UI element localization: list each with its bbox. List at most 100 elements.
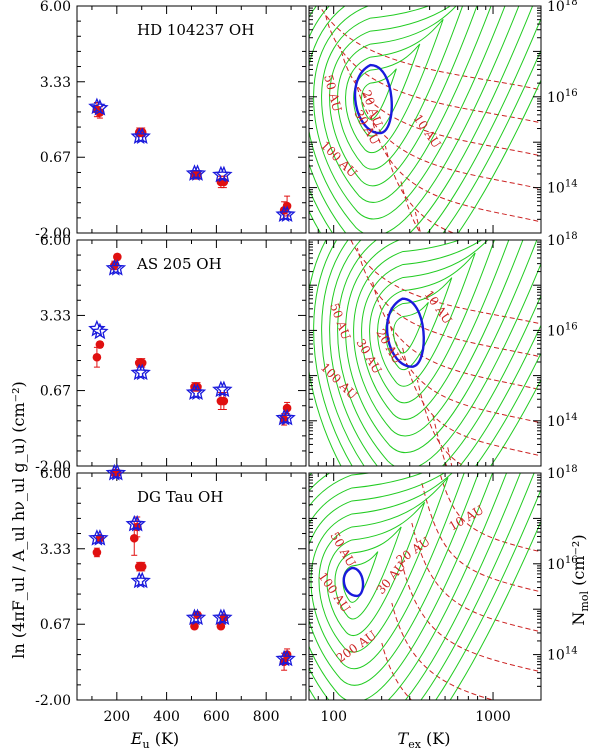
y-tick-label: 1014 — [547, 179, 578, 197]
chi-square-contour — [361, 68, 397, 120]
chi-square-contour — [321, 6, 492, 203]
model-point — [133, 571, 151, 589]
model-point — [128, 514, 147, 532]
contour-plot-area — [309, 473, 541, 700]
y-tick-base: 10 — [547, 0, 565, 15]
y-tick-label: 1018 — [547, 231, 578, 249]
left-x-axis-subscript: u — [143, 738, 150, 751]
right-y-axis-symbol: N — [569, 612, 588, 626]
model-point — [91, 529, 109, 546]
emitting-area-curve — [391, 602, 495, 700]
emitting-area-curve — [339, 46, 541, 157]
emitting-area-curve — [386, 313, 541, 424]
y-tick-label: -2.00 — [35, 226, 71, 242]
chi-square-contour — [309, 473, 479, 686]
panel-title: AS 205 OH — [136, 255, 222, 273]
chi-square-contour — [313, 6, 506, 220]
chi-square-contour — [309, 6, 534, 233]
contour-panel-frame — [308, 472, 542, 701]
y-tick-label: 6.00 — [40, 0, 71, 15]
emitting-area-curve — [384, 145, 456, 233]
model-point — [278, 205, 296, 222]
model-point — [278, 649, 296, 667]
y-tick-base: 10 — [547, 323, 565, 339]
left-panels: 6.00 3.33 0.67 -2.00 HD 104237 OH 6.00 3.33 0.6… — [35, 0, 307, 725]
y-tick-label: 0.67 — [40, 150, 71, 166]
model-point — [215, 608, 233, 626]
y-tick-base: 10 — [547, 414, 565, 430]
scatter-panel-frame — [76, 472, 307, 701]
contour-plot-area — [309, 6, 541, 233]
chi-square-contour — [449, 520, 541, 700]
emitting-area-curve — [371, 280, 541, 391]
panel-title: HD 104237 OH — [137, 21, 254, 39]
right-y-axis-subscript: mol — [578, 591, 591, 612]
observed-point — [95, 340, 105, 349]
chi-square-contour — [313, 240, 541, 466]
observed-point — [92, 548, 102, 557]
left-x-axis-symbol: E — [130, 729, 143, 748]
chi-square-contour — [309, 473, 521, 700]
y-tick-base: 10 — [547, 181, 565, 197]
chi-square-contour — [309, 473, 494, 700]
chi-square-contour — [345, 18, 444, 154]
x-tick-label: 400 — [153, 709, 180, 725]
chi-square-contour — [309, 48, 541, 233]
chi-square-contour — [361, 240, 510, 420]
y-tick-base: 10 — [547, 648, 565, 664]
y-tick-label: 1014 — [547, 412, 578, 430]
observed-point — [113, 252, 122, 262]
y-tick-label: 6.00 — [40, 233, 71, 249]
best-fit-contour — [342, 566, 365, 598]
emitting-area-curve — [399, 178, 422, 233]
chi-square-contour — [309, 6, 541, 233]
observed-point — [92, 352, 102, 362]
chi-square-contour — [318, 477, 449, 653]
y-tick-label: 0.67 — [40, 384, 71, 400]
x-tick-label: 800 — [253, 709, 280, 725]
model-point — [188, 608, 207, 626]
y-tick-label: 6.00 — [40, 466, 71, 482]
observed-point — [282, 403, 292, 413]
model-point — [133, 127, 151, 144]
right-y-axis-unit: (cm⁻²) — [569, 534, 588, 591]
emitting-area-curve — [319, 6, 541, 91]
emitting-area-label: 30 AU — [374, 559, 409, 597]
observed-point — [219, 396, 229, 406]
emitting-area-label: 50 AU — [321, 73, 344, 113]
left-x-axis-unit: (K) — [150, 729, 180, 748]
observed-point — [216, 621, 226, 631]
emitting-area-curve — [324, 13, 541, 124]
chi-square-contour — [353, 240, 524, 437]
emitting-area-label: 50 AU — [327, 301, 353, 341]
best-fit-contour — [385, 297, 425, 368]
y-tick-exponent: 16 — [565, 555, 578, 566]
y-tick-base: 10 — [547, 466, 565, 482]
best-fit-contour — [353, 63, 393, 135]
emitting-area-curve — [416, 379, 466, 466]
model-point — [91, 322, 109, 340]
observed-point — [129, 533, 139, 543]
right-x-axis-label: Tex (K) — [398, 729, 451, 751]
x-tick-label: 100 — [320, 709, 347, 725]
y-tick-label: 1016 — [547, 555, 578, 573]
x-tick-label: 1000 — [475, 709, 511, 725]
emitting-area-curve — [369, 112, 541, 223]
chi-square-contour — [369, 240, 495, 404]
scatter-panel-1: 6.00 3.33 0.67 -2.00 HD 104237 OH — [35, 0, 307, 242]
chi-square-contour — [377, 252, 476, 387]
model-point — [215, 380, 233, 398]
model-point — [91, 98, 109, 116]
y-tick-label: 3.33 — [40, 542, 71, 558]
y-tick-label: 1018 — [547, 464, 578, 482]
chi-square-contour — [337, 6, 464, 170]
emitting-area-curve — [401, 562, 541, 673]
chi-square-contour — [321, 240, 541, 466]
scatter-panel-3: 6.00 3.33 0.67 -2.00 200 400 600 800 DG Tau OH — [35, 463, 307, 725]
y-tick-exponent: 18 — [565, 231, 578, 242]
emitting-area-label: 10 AU — [411, 112, 444, 151]
x-tick-label: 200 — [103, 709, 130, 725]
emitting-area-label: 10 AU — [447, 503, 487, 534]
y-tick-base: 10 — [547, 233, 565, 249]
